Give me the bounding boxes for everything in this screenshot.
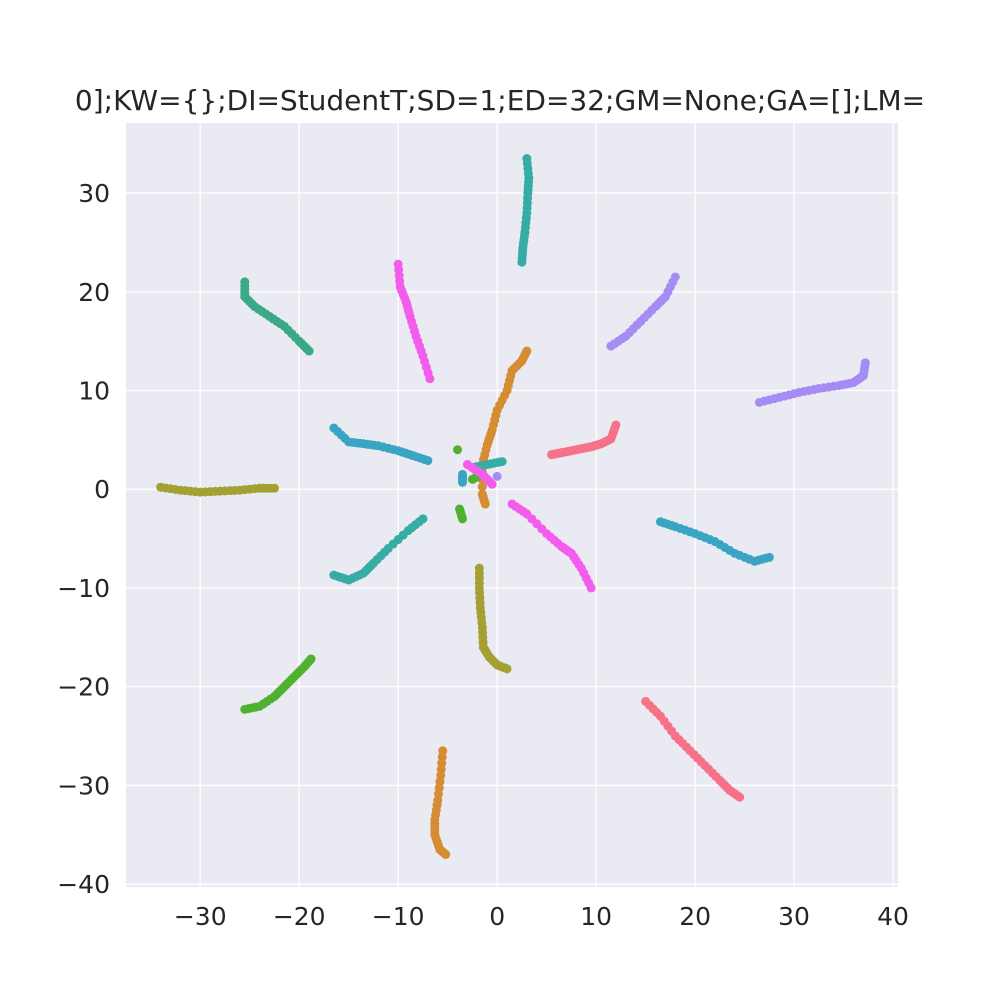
data-point: [517, 257, 527, 267]
data-point: [423, 456, 433, 466]
x-tick-label: 10: [580, 902, 612, 931]
tick-labels: −30 −20 −10 0 10 20 30 40 −40 −30 −20 −10 0 10 20 30: [57, 179, 909, 931]
series-4: [240, 277, 314, 356]
y-tick-label: −40: [57, 870, 110, 899]
data-points: [156, 154, 870, 859]
x-tick-label: 20: [679, 902, 711, 931]
data-point: [458, 514, 468, 524]
data-point: [418, 514, 428, 524]
x-tick-label: −10: [372, 902, 425, 931]
x-tick-label: −20: [273, 902, 326, 931]
series-8: [393, 259, 596, 593]
data-point: [269, 483, 279, 493]
chart-title: 0];KW={};DI=StudentT;SD=1;ED=32;GM=None;…: [75, 84, 925, 117]
data-point: [458, 477, 468, 487]
data-point: [304, 346, 314, 356]
y-tick-label: −10: [57, 574, 110, 603]
y-tick-label: 20: [78, 278, 110, 307]
series-6: [329, 423, 774, 566]
x-tick-label: 30: [778, 902, 810, 931]
x-tick-label: −30: [174, 902, 227, 931]
data-point: [477, 482, 487, 492]
data-point: [453, 445, 463, 455]
data-point: [467, 474, 477, 484]
data-point: [306, 654, 316, 664]
series-2: [156, 482, 512, 674]
data-point: [860, 358, 870, 368]
data-point: [735, 792, 745, 802]
grid-lines: [126, 123, 898, 887]
y-tick-label: 10: [78, 376, 110, 405]
data-point: [502, 664, 512, 674]
x-tick-label: 40: [877, 902, 909, 931]
data-point: [441, 849, 451, 859]
y-tick-label: −30: [57, 771, 110, 800]
data-point: [492, 471, 502, 481]
series-0: [547, 420, 745, 802]
data-point: [764, 552, 774, 562]
data-point: [497, 457, 507, 467]
series-3: [240, 445, 487, 714]
y-tick-label: −20: [57, 673, 110, 702]
y-tick-label: 0: [94, 475, 110, 504]
data-point: [487, 479, 497, 489]
data-point: [480, 499, 490, 509]
y-tick-label: 30: [78, 179, 110, 208]
series-1: [430, 346, 532, 859]
data-point: [670, 272, 680, 282]
data-point: [611, 420, 621, 430]
data-point: [586, 583, 596, 593]
data-point: [425, 374, 435, 384]
series-7: [492, 272, 870, 481]
x-tick-label: 0: [489, 902, 505, 931]
